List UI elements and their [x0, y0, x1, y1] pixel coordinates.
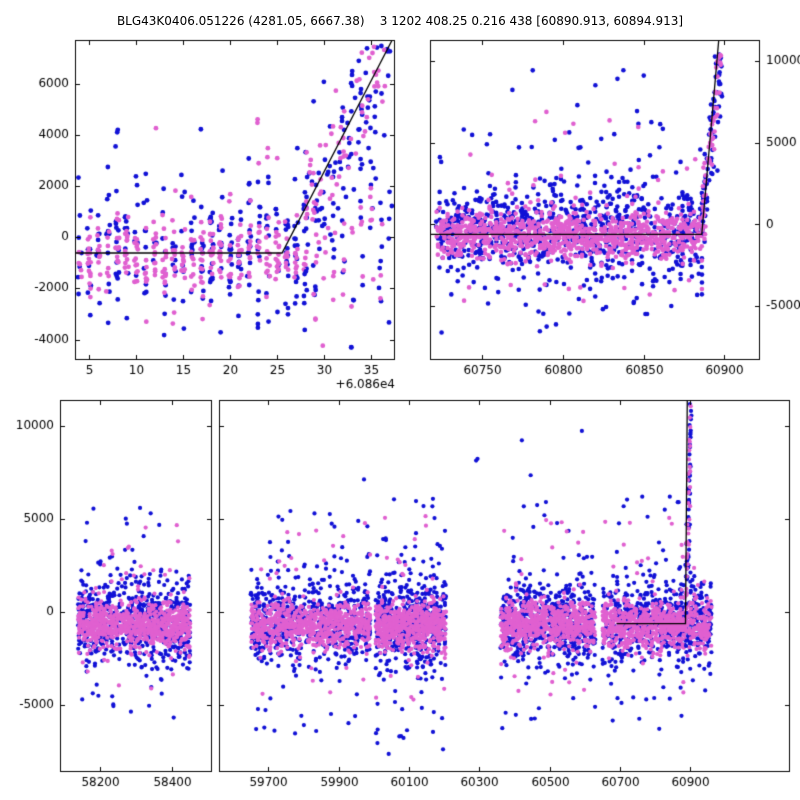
chart-top-left-event-zoom — [10, 28, 400, 398]
chart-bottom-full-lightcurve — [0, 390, 800, 800]
figure-title: BLG43K0406.051226 (4281.05, 6667.38) 3 1… — [116, 14, 684, 28]
chart-top-right-season-zoom — [420, 28, 800, 398]
